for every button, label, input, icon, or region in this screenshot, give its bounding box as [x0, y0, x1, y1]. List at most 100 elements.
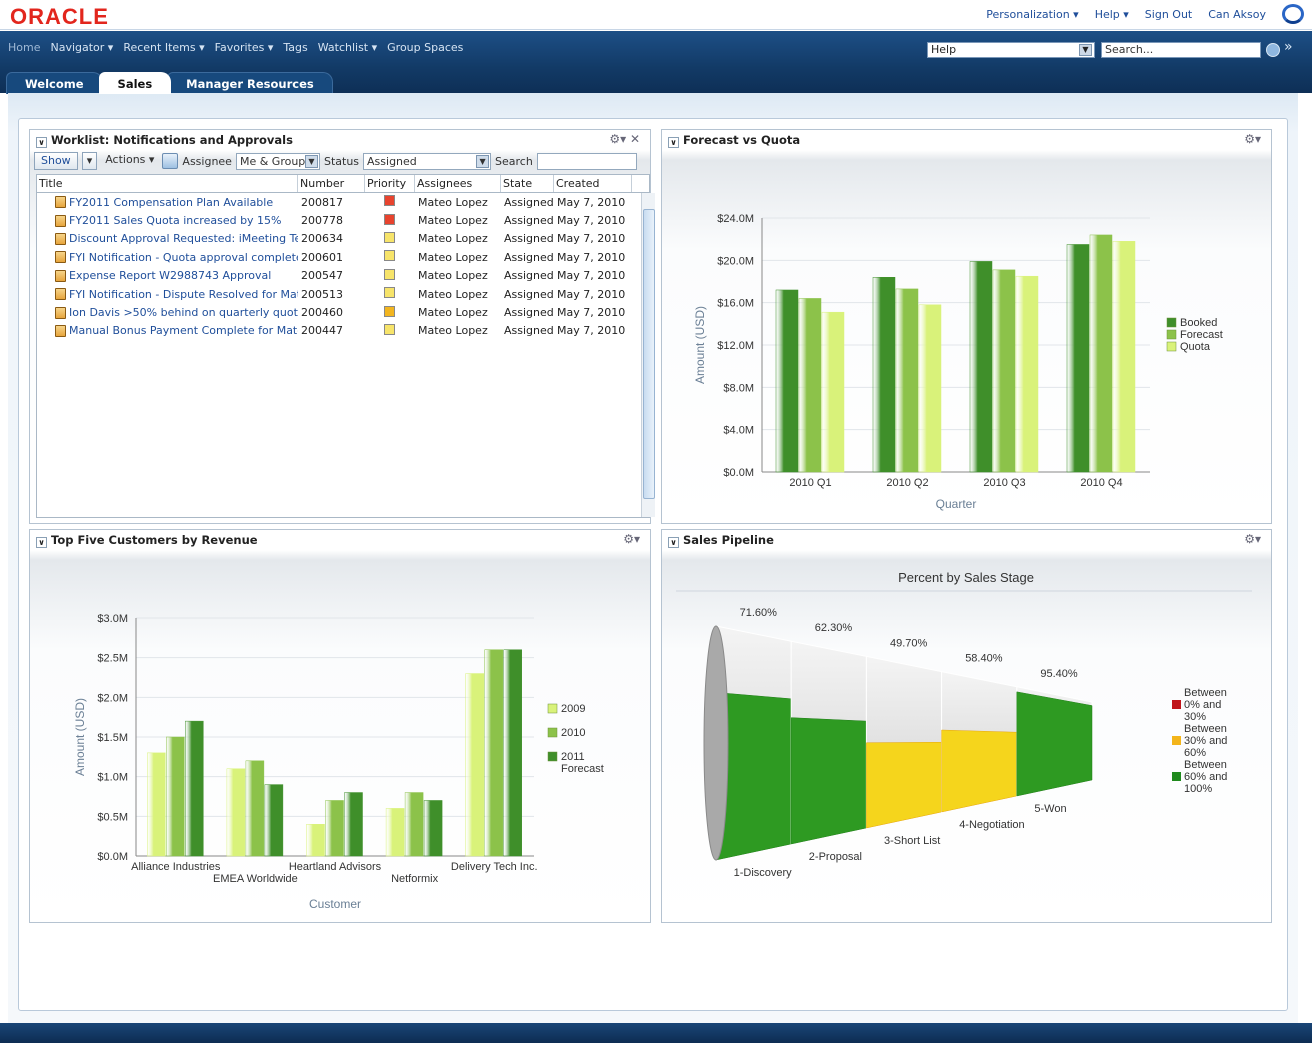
row-title[interactable]: Manual Bonus Payment Complete for Mateo …: [37, 324, 298, 337]
row-assignee: Mateo Lopez: [418, 324, 488, 338]
legend-label: 2011: [561, 751, 585, 763]
table-row[interactable]: FY2011 Sales Quota increased by 15% 20077…: [37, 211, 649, 229]
nav-tags[interactable]: Tags: [283, 41, 308, 54]
search-go-icon[interactable]: [1266, 43, 1280, 57]
sign-out-link[interactable]: Sign Out: [1144, 8, 1193, 21]
legend-swatch: [1172, 772, 1181, 781]
row-title[interactable]: FYI Notification - Quota approval comple…: [37, 251, 298, 264]
row-title[interactable]: Discount Approval Requested: iMeeting Te…: [37, 232, 298, 245]
bar-2011-forecast: [264, 784, 284, 857]
row-title[interactable]: FY2011 Compensation Plan Available: [37, 196, 298, 209]
priority-icon: [384, 213, 395, 225]
gear-icon[interactable]: ⚙▾: [1244, 532, 1261, 546]
table-row[interactable]: Ion Davis >50% behind on quarterly quota…: [37, 303, 649, 321]
row-created: May 7, 2010: [557, 214, 626, 228]
oracle-o-icon: [1282, 4, 1304, 24]
personalization-link[interactable]: Personalization ▾: [986, 8, 1079, 21]
nav-recent-items[interactable]: Recent Items ▾: [123, 41, 205, 54]
assignee-select[interactable]: Me & Group ▼: [235, 152, 320, 170]
y-tick-label: $1.0M: [97, 772, 128, 784]
funnel-stage-label: 3-Short List: [884, 835, 940, 847]
legend-label: 0% and: [1184, 699, 1221, 711]
funnel-value-label: 49.70%: [890, 637, 928, 649]
collapse-icon[interactable]: ∨: [36, 137, 47, 148]
nav-navigator[interactable]: Navigator ▾: [50, 41, 114, 54]
col-number[interactable]: Number: [298, 175, 365, 192]
expand-chevron-icon[interactable]: »: [1284, 39, 1293, 55]
help-link[interactable]: Help ▾: [1094, 8, 1129, 21]
show-dropdown-button[interactable]: ▾: [81, 152, 98, 170]
tab-manager-resources[interactable]: Manager Resources: [167, 72, 333, 94]
forecast-panel: ∨ Forecast vs Quota ⚙▾ $0.0M $4.0M $8.0M $12…: [661, 129, 1272, 524]
row-title-text[interactable]: Expense Report W2988743 Approval: [69, 269, 272, 283]
nav-watchlist[interactable]: Watchlist ▾: [317, 41, 378, 54]
top-bar: ORACLE Personalization ▾ Help ▾ Sign Out…: [0, 0, 1312, 30]
chevron-down-icon[interactable]: ▼: [476, 154, 490, 168]
chevron-down-icon[interactable]: ▼: [304, 154, 318, 168]
bar-booked: [775, 289, 799, 473]
table-row[interactable]: FYI Notification - Quota approval comple…: [37, 248, 649, 266]
y-tick-label: $2.0M: [97, 692, 128, 704]
table-row[interactable]: FY2011 Compensation Plan Available 200817…: [37, 193, 649, 211]
oracle-logo: ORACLE: [10, 4, 109, 29]
col-state[interactable]: State: [501, 175, 554, 192]
tab-sales[interactable]: Sales: [98, 72, 172, 94]
legend-label: 100%: [1184, 783, 1212, 795]
worklist-search-input[interactable]: [536, 152, 637, 170]
global-search-input[interactable]: Search...: [1101, 42, 1261, 58]
col-assignees[interactable]: Assignees: [415, 175, 501, 192]
collapse-icon[interactable]: ∨: [668, 537, 679, 548]
col-title[interactable]: Title: [37, 175, 298, 192]
col-priority[interactable]: Priority: [365, 175, 415, 192]
priority-icon: [384, 231, 395, 243]
nav-group-spaces[interactable]: Group Spaces: [387, 41, 464, 54]
row-title-text[interactable]: FYI Notification - Dispute Resolved for …: [69, 287, 298, 301]
actions-menu[interactable]: Actions ▾: [105, 153, 155, 166]
gear-icon[interactable]: ⚙▾ ✕: [609, 132, 640, 146]
row-title[interactable]: Expense Report W2988743 Approval: [37, 269, 298, 282]
row-priority: [365, 195, 415, 209]
nav-favorites[interactable]: Favorites ▾: [214, 41, 274, 54]
gear-icon[interactable]: ⚙▾: [623, 532, 640, 546]
row-title-text[interactable]: Ion Davis >50% behind on quarterly quota: [69, 306, 298, 320]
row-priority: [365, 231, 415, 246]
show-button[interactable]: Show: [34, 152, 78, 170]
legend-label: 30%: [1184, 711, 1206, 723]
funnel-fill-yellow: [866, 741, 942, 829]
help-select[interactable]: Help ▼: [927, 42, 1095, 58]
row-title-text[interactable]: FY2011 Compensation Plan Available: [69, 195, 274, 209]
row-title[interactable]: FY2011 Sales Quota increased by 15%: [37, 214, 298, 227]
collapse-icon[interactable]: ∨: [36, 537, 47, 548]
bar-2009: [226, 768, 246, 857]
tab-welcome[interactable]: Welcome: [6, 72, 103, 94]
table-row[interactable]: Manual Bonus Payment Complete for Mateo …: [37, 322, 649, 340]
status-select[interactable]: Assigned ▼: [363, 152, 492, 170]
row-title-text[interactable]: FY2011 Sales Quota increased by 15%: [69, 214, 282, 228]
row-assignee: Mateo Lopez: [418, 214, 488, 228]
x-tick-label: Netformix: [391, 873, 439, 885]
row-title-text[interactable]: Manual Bonus Payment Complete for Mateo …: [69, 324, 298, 338]
col-created[interactable]: Created: [554, 175, 632, 192]
user-name-link[interactable]: Can Aksoy: [1208, 8, 1266, 21]
nav-home[interactable]: Home: [8, 41, 41, 54]
table-row[interactable]: FYI Notification - Dispute Resolved for …: [37, 285, 649, 303]
row-title[interactable]: Ion Davis >50% behind on quarterly quota: [37, 306, 298, 319]
task-icon: [55, 214, 66, 227]
chevron-down-icon[interactable]: ▼: [1079, 44, 1092, 56]
row-state: Assigned: [504, 214, 554, 228]
global-nav: Home Navigator ▾ Recent Items ▾ Favorite…: [8, 41, 463, 54]
funnel-value-label: 62.30%: [815, 622, 853, 634]
collapse-icon[interactable]: ∨: [668, 137, 679, 148]
scrollbar-thumb[interactable]: [643, 209, 655, 499]
row-title-text[interactable]: Discount Approval Requested: iMeeting Te…: [69, 232, 298, 246]
table-row[interactable]: Expense Report W2988743 Approval 200547 Ma…: [37, 267, 649, 285]
gear-icon[interactable]: ⚙▾: [1244, 132, 1261, 146]
vertical-scrollbar[interactable]: [641, 193, 655, 517]
row-title-text[interactable]: FYI Notification - Quota approval comple…: [69, 250, 298, 264]
bar-2011-forecast: [503, 649, 522, 857]
bar-forecast: [895, 288, 919, 473]
legend-label: Between: [1184, 687, 1227, 699]
row-title[interactable]: FYI Notification - Dispute Resolved for …: [37, 288, 298, 301]
table-row[interactable]: Discount Approval Requested: iMeeting Te…: [37, 230, 649, 248]
refresh-icon[interactable]: [162, 153, 179, 169]
